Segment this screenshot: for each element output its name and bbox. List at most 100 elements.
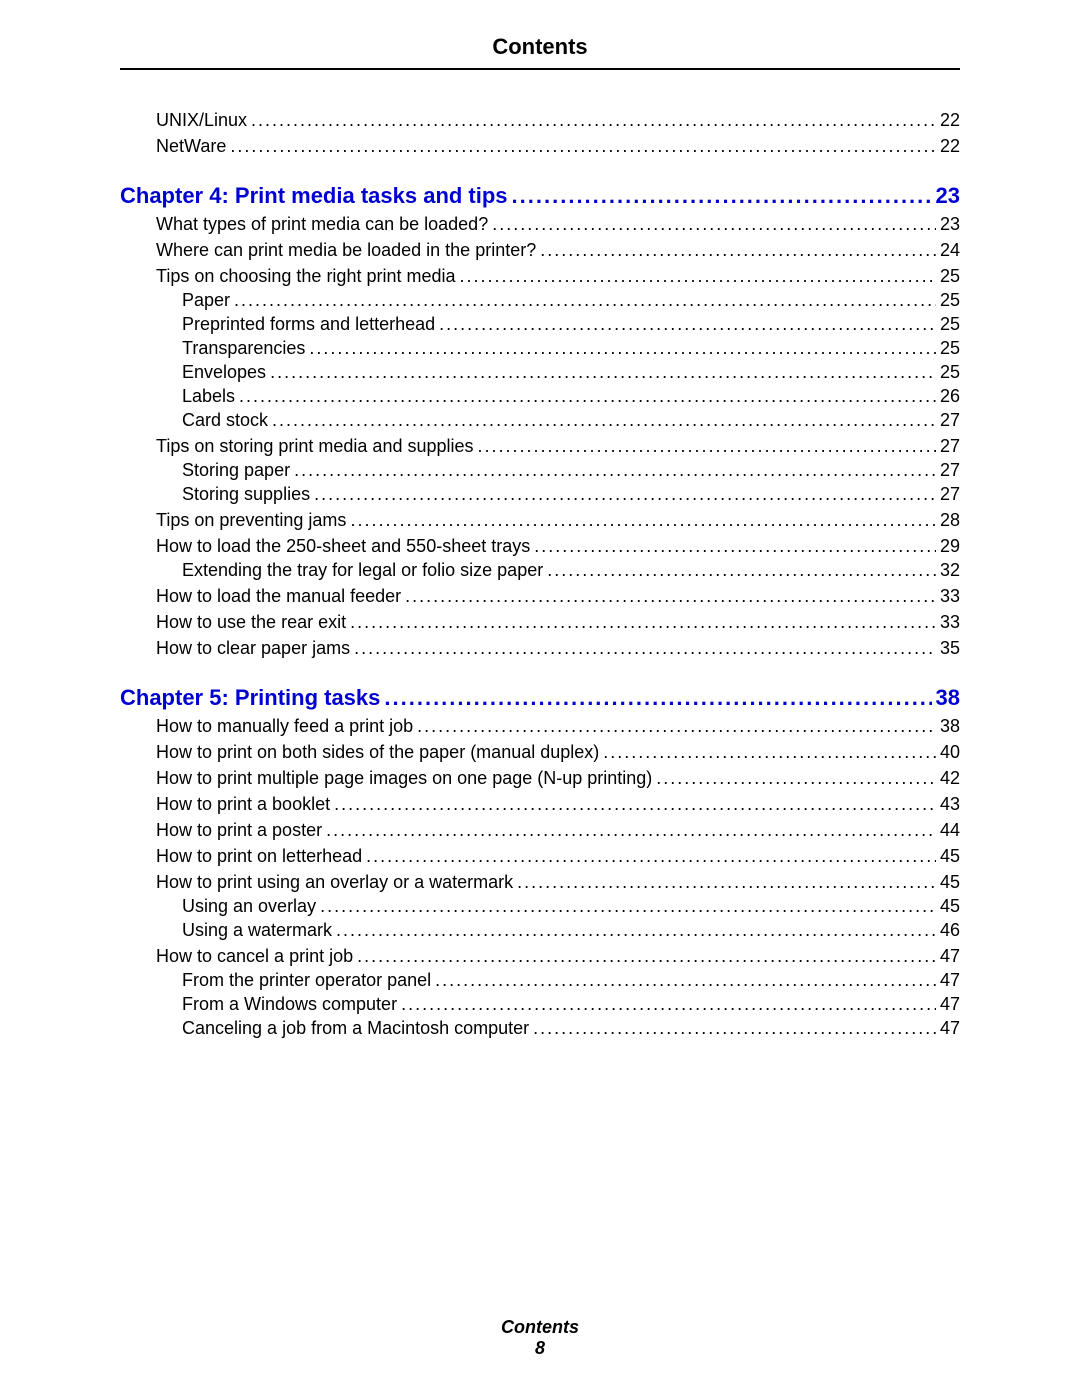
toc-entry-page: 38 (932, 685, 960, 711)
toc-entry-label: Chapter 4: Print media tasks and tips (120, 183, 512, 209)
toc-entry[interactable]: Envelopes 25 (120, 362, 960, 383)
toc-entry-page: 38 (936, 716, 960, 737)
toc-leader-dots (417, 716, 936, 737)
toc-entry[interactable]: How to use the rear exit 33 (120, 612, 960, 633)
toc-entry-page: 45 (936, 846, 960, 867)
toc-entry-label: Storing paper (182, 460, 294, 481)
toc-entry-page: 23 (932, 183, 960, 209)
toc-entry-label: UNIX/Linux (156, 110, 251, 131)
toc-entry-label: Using a watermark (182, 920, 336, 941)
toc-entry[interactable]: How to print on both sides of the paper … (120, 742, 960, 763)
toc-entry-page: 33 (936, 612, 960, 633)
toc-entry-page: 45 (936, 896, 960, 917)
toc-entry[interactable]: From the printer operator panel 47 (120, 970, 960, 991)
toc-leader-dots (384, 685, 931, 711)
toc-entry[interactable]: How to load the 250-sheet and 550-sheet … (120, 536, 960, 557)
toc-entry-label: Canceling a job from a Macintosh compute… (182, 1018, 533, 1039)
toc-leader-dots (314, 484, 936, 505)
toc-entry[interactable]: Tips on choosing the right print media 2… (120, 266, 960, 287)
toc-entry-page: 35 (936, 638, 960, 659)
toc-entry-page: 47 (936, 994, 960, 1015)
toc-entry-label: How to load the 250-sheet and 550-sheet … (156, 536, 534, 557)
header-rule (120, 68, 960, 70)
toc-entry-label: Envelopes (182, 362, 270, 383)
toc-entry[interactable]: How to load the manual feeder 33 (120, 586, 960, 607)
toc-entry[interactable]: How to print on letterhead 45 (120, 846, 960, 867)
toc-entry-page: 47 (936, 1018, 960, 1039)
toc-entry[interactable]: How to cancel a print job 47 (120, 946, 960, 967)
toc-chapter[interactable]: Chapter 4: Print media tasks and tips 23 (120, 183, 960, 209)
toc-entry-page: 27 (936, 410, 960, 431)
toc-leader-dots (350, 612, 936, 633)
toc-entry[interactable]: Using a watermark 46 (120, 920, 960, 941)
toc-leader-dots (492, 214, 936, 235)
toc-leader-dots (517, 872, 936, 893)
document-page: Contents UNIX/Linux 22 NetWare 22 Chapter … (0, 0, 1080, 1397)
toc-leader-dots (540, 240, 936, 261)
toc-entry-label: How to cancel a print job (156, 946, 357, 967)
toc-leader-dots (435, 970, 936, 991)
toc-leader-dots (272, 410, 936, 431)
toc-entry-label: How to load the manual feeder (156, 586, 405, 607)
toc-entry[interactable]: What types of print media can be loaded?… (120, 214, 960, 235)
toc-entry[interactable]: Card stock 27 (120, 410, 960, 431)
toc-entry-label: Using an overlay (182, 896, 320, 917)
table-of-contents: UNIX/Linux 22 NetWare 22 Chapter 4: Print … (120, 110, 960, 1039)
toc-entry-label: NetWare (156, 136, 230, 157)
toc-entry[interactable]: Where can print media be loaded in the p… (120, 240, 960, 261)
toc-entry[interactable]: Canceling a job from a Macintosh compute… (120, 1018, 960, 1039)
toc-entry-page: 25 (936, 266, 960, 287)
toc-entry[interactable]: How to clear paper jams 35 (120, 638, 960, 659)
toc-entry[interactable]: Tips on storing print media and supplies… (120, 436, 960, 457)
toc-leader-dots (533, 1018, 936, 1039)
toc-leader-dots (270, 362, 936, 383)
toc-entry-page: 47 (936, 946, 960, 967)
toc-entry-page: 46 (936, 920, 960, 941)
footer-page-number: 8 (0, 1338, 1080, 1359)
toc-entry-label: Extending the tray for legal or folio si… (182, 560, 547, 581)
toc-entry-page: 33 (936, 586, 960, 607)
toc-entry[interactable]: Storing supplies 27 (120, 484, 960, 505)
toc-entry-page: 25 (936, 362, 960, 383)
toc-entry[interactable]: From a Windows computer 47 (120, 994, 960, 1015)
toc-entry-label: What types of print media can be loaded? (156, 214, 492, 235)
toc-entry[interactable]: Extending the tray for legal or folio si… (120, 560, 960, 581)
toc-entry[interactable]: Storing paper 27 (120, 460, 960, 481)
toc-entry[interactable]: NetWare 22 (120, 136, 960, 157)
toc-leader-dots (251, 110, 936, 131)
toc-entry-page: 28 (936, 510, 960, 531)
toc-entry[interactable]: How to print a booklet 43 (120, 794, 960, 815)
toc-entry-label: From the printer operator panel (182, 970, 435, 991)
toc-leader-dots (354, 638, 936, 659)
toc-entry-label: Preprinted forms and letterhead (182, 314, 439, 335)
toc-entry[interactable]: Labels 26 (120, 386, 960, 407)
toc-entry-page: 24 (936, 240, 960, 261)
footer-label: Contents (0, 1317, 1080, 1338)
toc-entry[interactable]: How to print using an overlay or a water… (120, 872, 960, 893)
toc-leader-dots (234, 290, 936, 311)
toc-leader-dots (460, 266, 936, 287)
toc-entry[interactable]: How to print a poster 44 (120, 820, 960, 841)
toc-leader-dots (357, 946, 936, 967)
toc-entry[interactable]: Tips on preventing jams 28 (120, 510, 960, 531)
toc-entry[interactable]: Preprinted forms and letterhead 25 (120, 314, 960, 335)
toc-leader-dots (534, 536, 936, 557)
toc-chapter[interactable]: Chapter 5: Printing tasks 38 (120, 685, 960, 711)
toc-entry-label: Paper (182, 290, 234, 311)
toc-entry-page: 26 (936, 386, 960, 407)
toc-entry-label: How to print a poster (156, 820, 326, 841)
toc-entry-label: How to use the rear exit (156, 612, 350, 633)
toc-entry[interactable]: Using an overlay 45 (120, 896, 960, 917)
toc-leader-dots (405, 586, 936, 607)
toc-entry[interactable]: Transparencies 25 (120, 338, 960, 359)
toc-entry[interactable]: Paper 25 (120, 290, 960, 311)
toc-entry[interactable]: How to manually feed a print job 38 (120, 716, 960, 737)
toc-entry-page: 44 (936, 820, 960, 841)
toc-entry[interactable]: UNIX/Linux 22 (120, 110, 960, 131)
toc-leader-dots (334, 794, 936, 815)
toc-leader-dots (320, 896, 936, 917)
toc-entry-page: 43 (936, 794, 960, 815)
toc-entry[interactable]: How to print multiple page images on one… (120, 768, 960, 789)
toc-leader-dots (401, 994, 936, 1015)
toc-entry-page: 27 (936, 460, 960, 481)
